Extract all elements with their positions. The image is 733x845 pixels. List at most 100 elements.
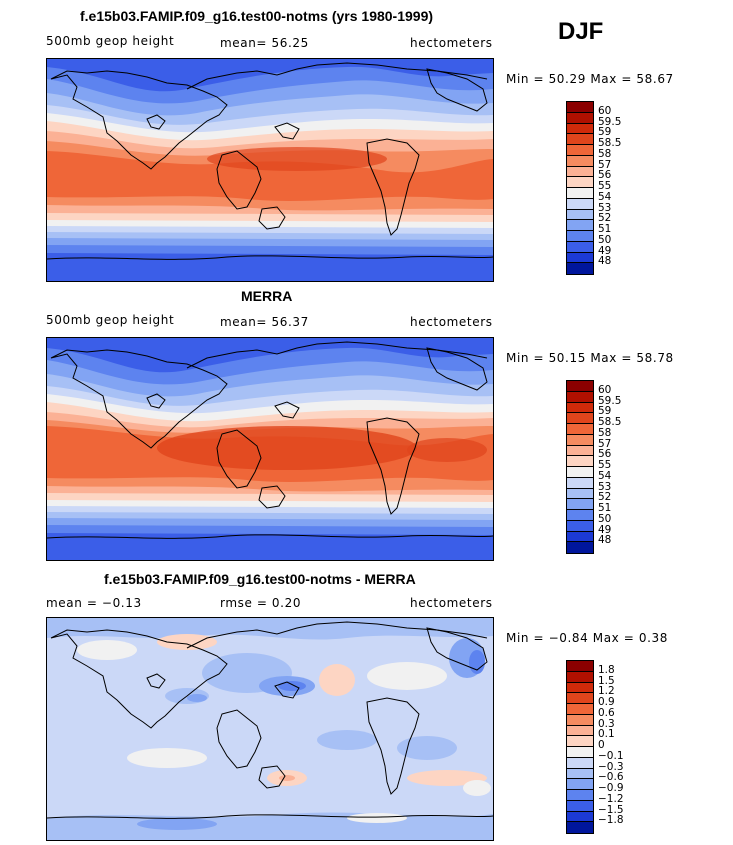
- colorbar-swatch: [567, 391, 593, 403]
- panel2-min-max: Min = 50.15 Max = 58.78: [506, 351, 674, 365]
- colorbar-level-label: −1.8: [598, 814, 624, 827]
- colorbar-level-label: 0.3: [598, 717, 615, 730]
- colorbar-level-label: 1.8: [598, 663, 615, 676]
- colorbar-swatch: [567, 445, 593, 457]
- colorbar-level-label: −0.3: [598, 760, 624, 773]
- colorbar-swatch: [567, 467, 593, 478]
- colorbar-level-label: 59: [598, 126, 612, 139]
- panel2-map: [46, 337, 494, 561]
- colorbar-level-label: 58: [598, 147, 612, 160]
- colorbar-swatch: [567, 488, 593, 500]
- colorbar-swatch: [567, 499, 593, 510]
- panel3-units-label: hectometers: [410, 596, 493, 610]
- colorbar-swatch: [567, 166, 593, 178]
- colorbar-level-label: 59.5: [598, 115, 622, 128]
- colorbar-level-label: −0.9: [598, 782, 624, 794]
- colorbar-swatch: [567, 381, 593, 392]
- colorbar-swatch: [567, 112, 593, 124]
- colorbar-level-label: −0.1: [598, 749, 624, 762]
- colorbar-swatch: [567, 241, 593, 253]
- colorbar-swatch: [567, 747, 593, 758]
- colorbar-swatch: [567, 177, 593, 188]
- colorbar-swatch: [567, 402, 593, 414]
- colorbar-level-label: 59: [598, 405, 612, 418]
- colorbar-level-label: 1.5: [598, 674, 615, 687]
- colorbar-swatch: [567, 704, 593, 715]
- colorbar-swatch: [567, 456, 593, 467]
- colorbar-swatch: [567, 198, 593, 210]
- colorbar-swatch: [567, 510, 593, 521]
- panel2-title: MERRA: [241, 288, 293, 304]
- panel1-field-plot: [47, 59, 493, 281]
- panel2-variable-label: 500mb geop height: [46, 313, 175, 327]
- season-label: DJF: [558, 18, 604, 45]
- colorbar-level-label: 58.5: [598, 137, 622, 149]
- colorbar-swatch: [567, 822, 593, 833]
- colorbar-level-label: 50: [598, 233, 612, 246]
- panel3-mean-label: mean = −0.13: [46, 596, 142, 610]
- panel2-colorbar: [566, 380, 594, 554]
- colorbar-swatch: [567, 531, 593, 543]
- panel2-units-label: hectometers: [410, 315, 493, 329]
- panel1-variable-label: 500mb geop height: [46, 34, 175, 48]
- colorbar-level-label: −1.5: [598, 803, 624, 816]
- colorbar-swatch: [567, 693, 593, 704]
- colorbar-swatch: [567, 263, 593, 274]
- panel3-min-max: Min = −0.84 Max = 0.38: [506, 631, 668, 645]
- colorbar-level-label: 50: [598, 512, 612, 525]
- colorbar-level-label: 0.1: [598, 728, 615, 741]
- colorbar-level-label: 57: [598, 158, 612, 171]
- colorbar-level-label: 53: [598, 480, 612, 493]
- colorbar-level-label: 0: [598, 739, 605, 751]
- colorbar-level-label: 53: [598, 201, 612, 214]
- colorbar-swatch: [567, 477, 593, 489]
- colorbar-swatch: [567, 736, 593, 747]
- panel2-field-plot: [47, 338, 493, 560]
- colorbar-swatch: [567, 714, 593, 726]
- panel1-min-max: Min = 50.29 Max = 58.67: [506, 72, 674, 86]
- panel3-field-plot: [47, 618, 493, 840]
- colorbar-swatch: [567, 811, 593, 823]
- colorbar-swatch: [567, 231, 593, 242]
- colorbar-swatch: [567, 768, 593, 780]
- colorbar-level-label: 48: [598, 534, 612, 547]
- colorbar-level-label: 58: [598, 426, 612, 439]
- colorbar-level-label: 52: [598, 212, 612, 225]
- panel1-colorbar: [566, 101, 594, 275]
- colorbar-level-label: 55: [598, 180, 612, 192]
- panel3-map: [46, 617, 494, 841]
- colorbar-swatch: [567, 661, 593, 672]
- colorbar-level-label: 58.5: [598, 416, 622, 428]
- colorbar-swatch: [567, 682, 593, 694]
- colorbar-level-label: 57: [598, 437, 612, 450]
- colorbar-swatch: [567, 671, 593, 683]
- colorbar-swatch: [567, 725, 593, 737]
- colorbar-level-label: 56: [598, 169, 612, 182]
- colorbar-swatch: [567, 424, 593, 435]
- colorbar-swatch: [567, 209, 593, 221]
- colorbar-swatch: [567, 542, 593, 553]
- colorbar-level-label: 54: [598, 190, 612, 203]
- panel1-title: f.e15b03.FAMIP.f09_g16.test00-notms (yrs…: [80, 8, 434, 24]
- colorbar-swatch: [567, 145, 593, 156]
- colorbar-level-label: 48: [598, 255, 612, 268]
- colorbar-swatch: [567, 220, 593, 231]
- panel3-colorbar: [566, 660, 594, 834]
- panel2-mean-label: mean= 56.37: [220, 315, 309, 329]
- colorbar-swatch: [567, 779, 593, 790]
- colorbar-swatch: [567, 102, 593, 113]
- colorbar-swatch: [567, 134, 593, 145]
- colorbar-level-label: 60: [598, 104, 612, 117]
- colorbar-swatch: [567, 790, 593, 801]
- colorbar-level-label: 49: [598, 523, 612, 536]
- colorbar-swatch: [567, 434, 593, 446]
- colorbar-level-label: 54: [598, 469, 612, 482]
- colorbar-swatch: [567, 757, 593, 769]
- colorbar-level-label: 55: [598, 459, 612, 471]
- colorbar-swatch: [567, 252, 593, 264]
- colorbar-level-label: 0.6: [598, 706, 615, 719]
- colorbar-level-label: 51: [598, 502, 612, 514]
- colorbar-level-label: 51: [598, 223, 612, 235]
- colorbar-swatch: [567, 413, 593, 424]
- panel1-map: [46, 58, 494, 282]
